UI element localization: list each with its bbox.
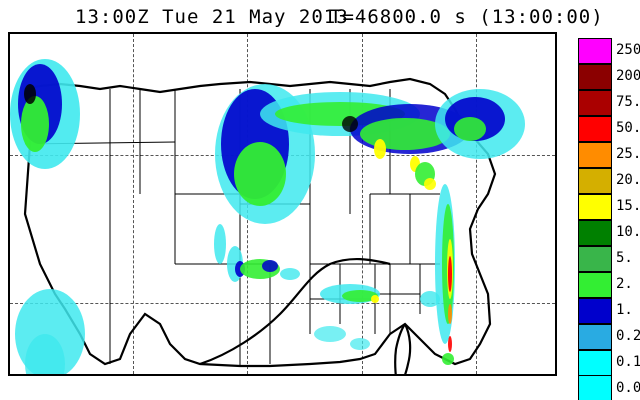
legend-row-7: 10. — [578, 220, 612, 246]
legend-row-5: 20. — [578, 168, 612, 194]
legend-row-13: 0.01 — [578, 376, 612, 400]
legend-row-0: 250. — [578, 38, 612, 64]
legend-row-6: 15. — [578, 194, 612, 220]
legend-row-8: 5. — [578, 246, 612, 272]
precip-legend: 250. 200. 75. 50. 25. 20. 15. 10. — [578, 38, 612, 400]
map-frame[interactable]: 40N 30N 110W 100W 90W 80W — [8, 32, 557, 376]
header-datetime: 13:00Z Tue 21 May 2013 — [75, 6, 349, 28]
legend-row-9: 2. — [578, 272, 612, 298]
legend-row-10: 1. — [578, 298, 612, 324]
legend-row-12: 0.10 — [578, 350, 612, 376]
weather-map-app: 13:00Z Tue 21 May 2013 T=46800.0 s (13:0… — [0, 0, 640, 400]
legend-row-2: 75. — [578, 90, 612, 116]
legend-row-11: 0.25 — [578, 324, 612, 350]
header-time: T=46800.0 s (13:00:00) — [330, 6, 604, 28]
us-state-outline — [10, 34, 555, 374]
legend-row-3: 50. — [578, 116, 612, 142]
legend-row-1: 200. — [578, 64, 612, 90]
legend-row-4: 25. — [578, 142, 612, 168]
